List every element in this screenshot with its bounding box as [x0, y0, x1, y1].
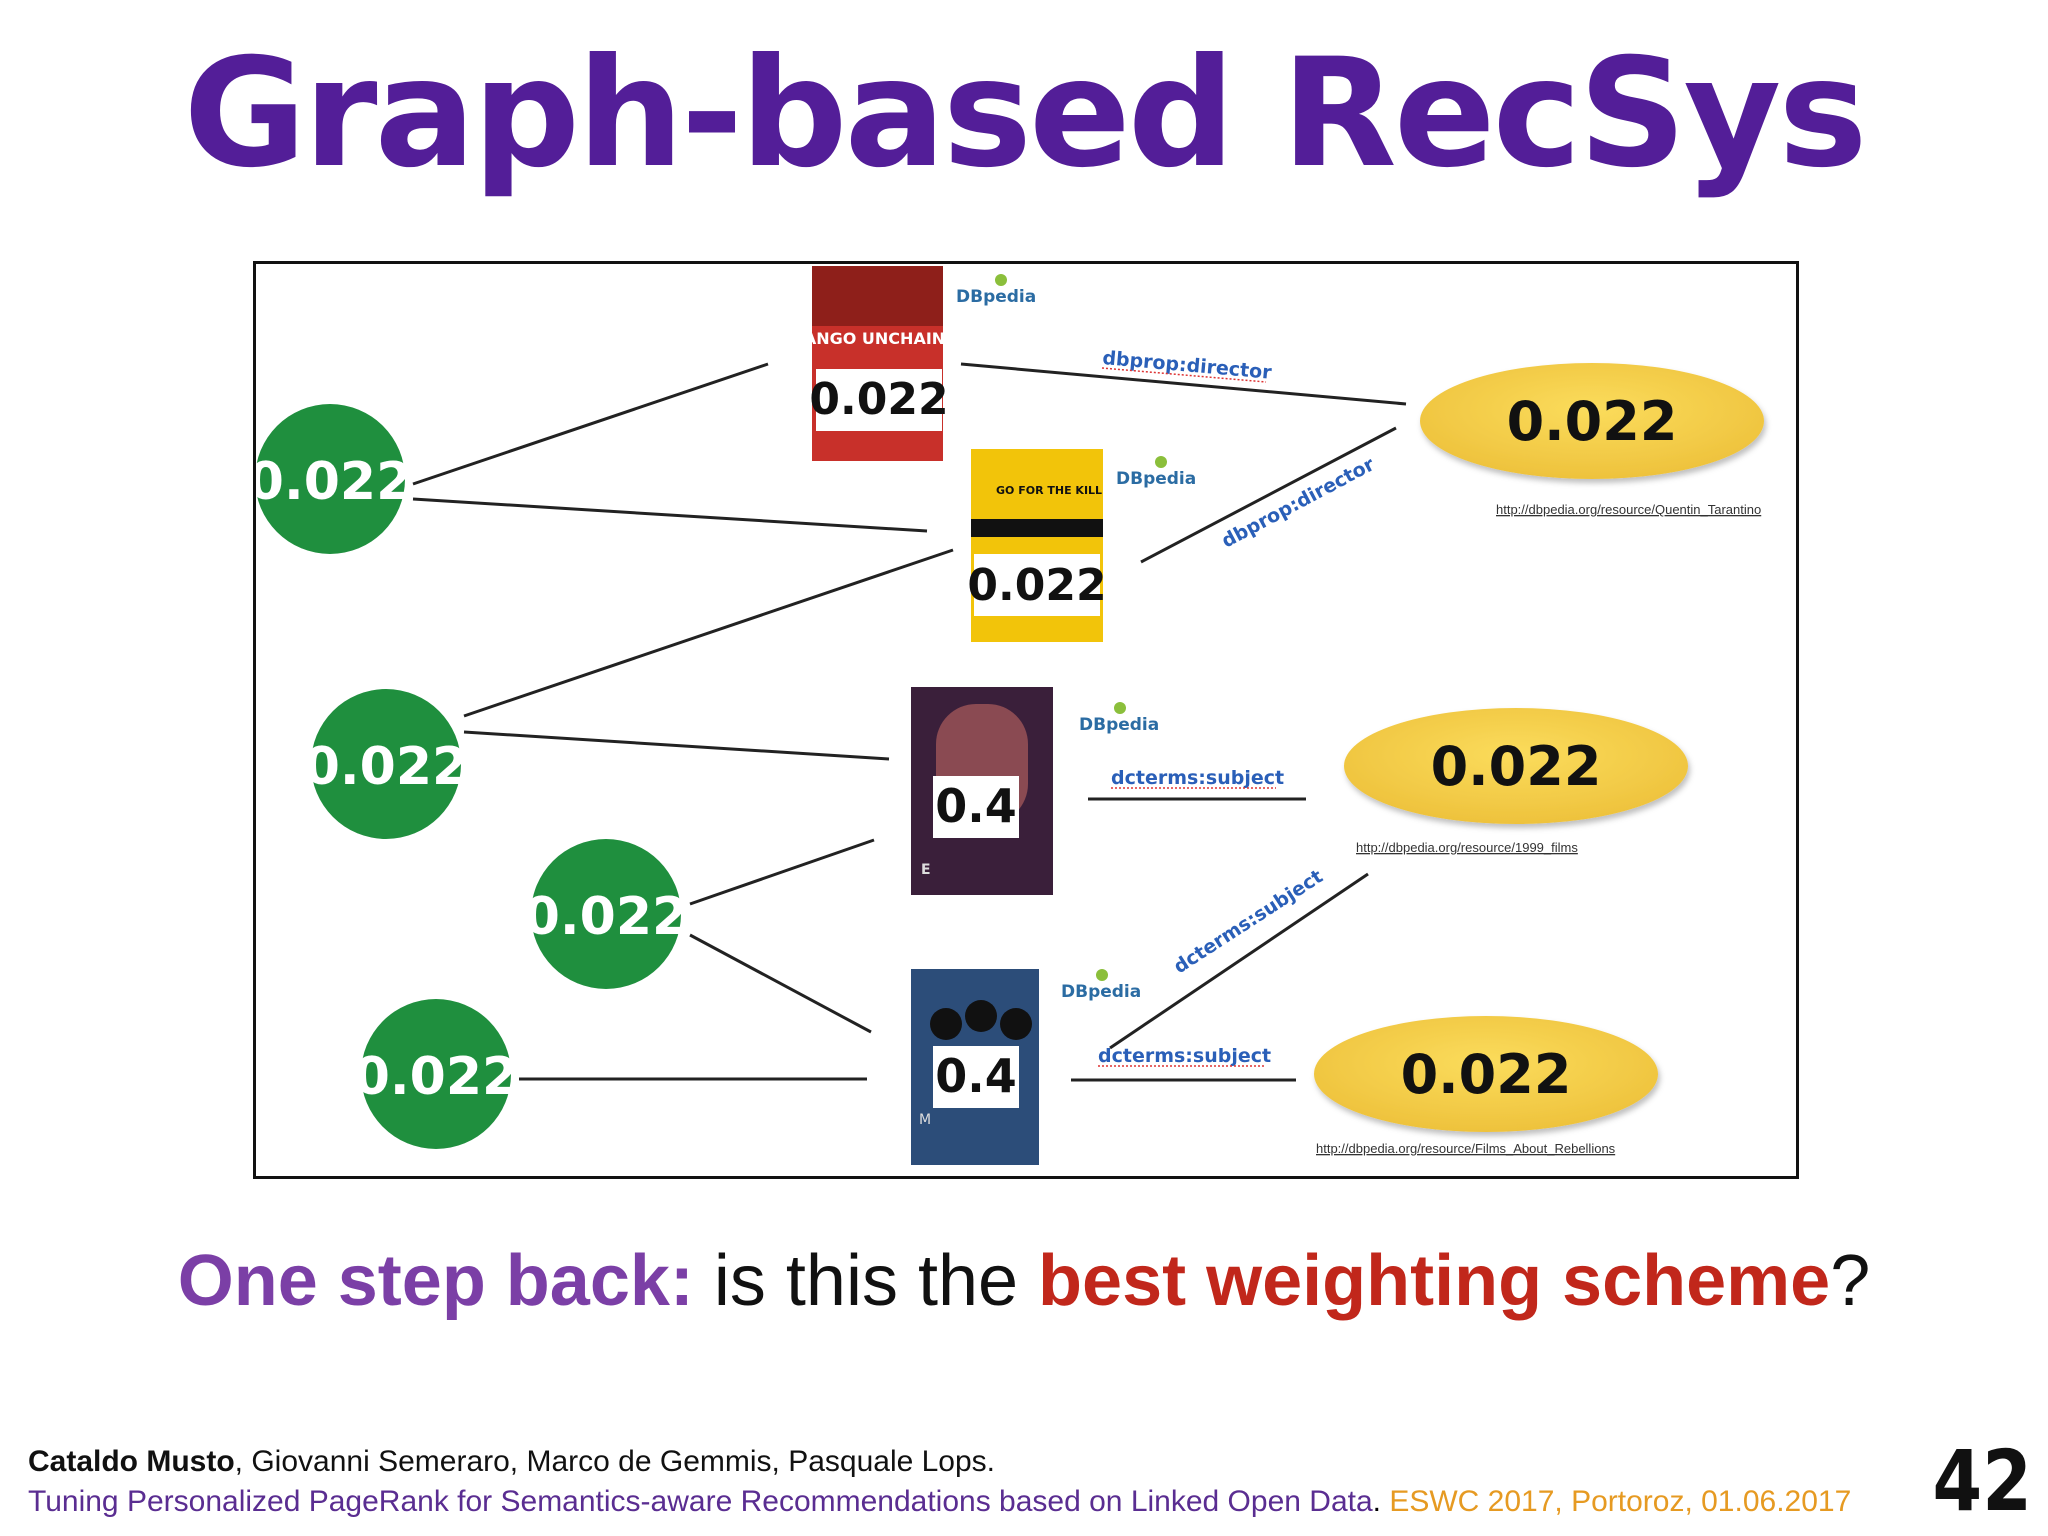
user-node-2: 0.022: [304, 689, 468, 839]
entity-nodes: 0.022 http://dbpedia.org/resource/Quenti…: [1314, 363, 1764, 1156]
entity-node-ellipse: [1420, 363, 1764, 479]
dbpedia-logo-text: DBpedia: [1079, 715, 1159, 735]
user-node-4: 0.022: [354, 999, 518, 1149]
user-node-score: 0.022: [354, 1047, 518, 1107]
paper-line: Tuning Personalized PageRank for Semanti…: [28, 1482, 1928, 1522]
edge-u3-eyes: [689, 838, 875, 906]
matrix-poster-figure: [1000, 1008, 1032, 1040]
venue: ESWC 2017, Portoroz, 01.06.2017: [1389, 1485, 1852, 1518]
user-node-circle: [311, 689, 461, 839]
citation-footer: Cataldo Musto, Giovanni Semeraro, Marco …: [28, 1442, 1928, 1522]
dbpedia-logo-text: DBpedia: [1061, 982, 1141, 1002]
edge-label-subject-2: dcterms:subject: [1170, 865, 1327, 978]
entity-uri: http://dbpedia.org/resource/Films_About_…: [1316, 1141, 1616, 1156]
paper-title: Tuning Personalized PageRank for Semanti…: [28, 1485, 1373, 1518]
kill-bill-poster-text: GO FOR THE KILL: [996, 484, 1102, 497]
kill-bill-poster-stripe: [971, 519, 1103, 537]
question-line: One step back: is this the best weightin…: [0, 1240, 2048, 1322]
edge-django-tarantino: [960, 362, 1407, 406]
question-middle: is this the: [693, 1241, 1039, 1321]
edge-u1-killbill: [412, 497, 928, 533]
dbpedia-logo-mark: [995, 274, 1007, 286]
user-node-circle: [256, 404, 405, 554]
page-number: 42: [1932, 1432, 2032, 1530]
item-score-box: [974, 554, 1100, 616]
dbpedia-logo-mark: [1096, 969, 1108, 981]
user-node-circle: [531, 839, 681, 989]
dbpedia-logo-mark: [1114, 702, 1126, 714]
matrix-poster-text: M: [919, 1112, 931, 1128]
dbpedia-logo-text: DBpedia: [1116, 469, 1196, 489]
entity-node-ellipse: [1344, 708, 1688, 824]
item-score-box: [816, 369, 942, 431]
edge-u1-django: [412, 362, 769, 486]
user-item-edges: [412, 362, 954, 1081]
item-score: 0.4: [935, 779, 1017, 833]
user-node-3: 0.022: [524, 839, 688, 989]
user-nodes: 0.022 0.022 0.022 0.022: [256, 404, 688, 1149]
edge-label-director-2: dbprop:director: [1218, 453, 1379, 552]
item-score: 0.4: [935, 1049, 1017, 1103]
matrix-poster-figure: [965, 1000, 997, 1032]
dbpedia-logo: DBpedia: [956, 274, 1036, 307]
eyes-wide-shut-poster-text: E: [921, 862, 931, 878]
entity-uri: http://dbpedia.org/resource/Quentin_Tara…: [1496, 502, 1761, 517]
item-score-box: [933, 1046, 1019, 1108]
item-score-box: [933, 776, 1019, 838]
slide-title: Graph-based RecSys: [183, 27, 1867, 201]
item-eyes-wide-shut: 0.4 E DBpedia: [911, 687, 1159, 895]
entity-node-1999-films: 0.022 http://dbpedia.org/resource/1999_f…: [1344, 708, 1688, 855]
dbpedia-logo-text: DBpedia: [956, 287, 1036, 307]
graph-diagram: dbprop:director dbprop:director dcterms:…: [256, 266, 1764, 1165]
graph-figure: dbprop:director dbprop:director dcterms:…: [253, 261, 1799, 1179]
entity-node-tarantino: 0.022 http://dbpedia.org/resource/Quenti…: [1420, 363, 1764, 517]
entity-uri: http://dbpedia.org/resource/1999_films: [1356, 840, 1578, 855]
question-highlight: best weighting scheme: [1038, 1241, 1831, 1321]
dbpedia-logo: DBpedia: [1061, 969, 1141, 1002]
paper-separator: .: [1372, 1485, 1390, 1518]
edge-u3-matrix: [689, 933, 872, 1034]
django-poster-top: [812, 266, 943, 326]
matrix-poster-figure: [930, 1008, 962, 1040]
edge-label-subject-1: dcterms:subject: [1111, 767, 1284, 789]
user-node-1: 0.022: [256, 404, 412, 554]
item-killbill: GO FOR THE KILL 0.022 DBpedia: [967, 449, 1196, 642]
other-authors: , Giovanni Semeraro, Marco de Gemmis, Pa…: [234, 1445, 996, 1478]
question-end: ?: [1830, 1241, 1871, 1321]
user-node-score: 0.022: [304, 737, 468, 797]
edge-u2-eyes: [463, 730, 890, 761]
author-line: Cataldo Musto, Giovanni Semeraro, Marco …: [28, 1442, 1928, 1482]
item-entity-edges: [960, 362, 1407, 1082]
edge-killbill-tarantino: [1140, 426, 1397, 564]
item-score: 0.022: [809, 374, 948, 425]
user-node-score: 0.022: [256, 452, 412, 512]
user-node-circle: [361, 999, 511, 1149]
edge-label-underline-1: [1101, 367, 1267, 383]
item-matrix: 0.4 M DBpedia: [911, 969, 1141, 1165]
edge-label-group: dbprop:director dbprop:director dcterms:…: [1098, 347, 1379, 1067]
dbpedia-logo: DBpedia: [1116, 456, 1196, 489]
edge-matrix-1999: [1109, 872, 1369, 1050]
item-score: 0.022: [967, 560, 1106, 611]
question-lead: One step back:: [177, 1241, 694, 1321]
entity-node-rebellions: 0.022 http://dbpedia.org/resource/Films_…: [1314, 1016, 1658, 1156]
entity-node-score: 0.022: [1401, 1043, 1572, 1106]
dbpedia-logo: DBpedia: [1079, 702, 1159, 735]
lead-author: Cataldo Musto: [28, 1445, 235, 1478]
edge-label-subject-3: dcterms:subject: [1098, 1045, 1271, 1067]
entity-node-ellipse: [1314, 1016, 1658, 1132]
entity-node-score: 0.022: [1431, 735, 1602, 798]
edge-u2-killbill: [463, 548, 954, 718]
django-poster-text: DJANGO UNCHAINED: [785, 329, 970, 348]
user-node-score: 0.022: [524, 887, 688, 947]
entity-node-score: 0.022: [1507, 390, 1678, 453]
dbpedia-logo-mark: [1155, 456, 1167, 468]
item-django: DJANGO UNCHAINED 0.022 DBpedia: [785, 266, 1036, 461]
